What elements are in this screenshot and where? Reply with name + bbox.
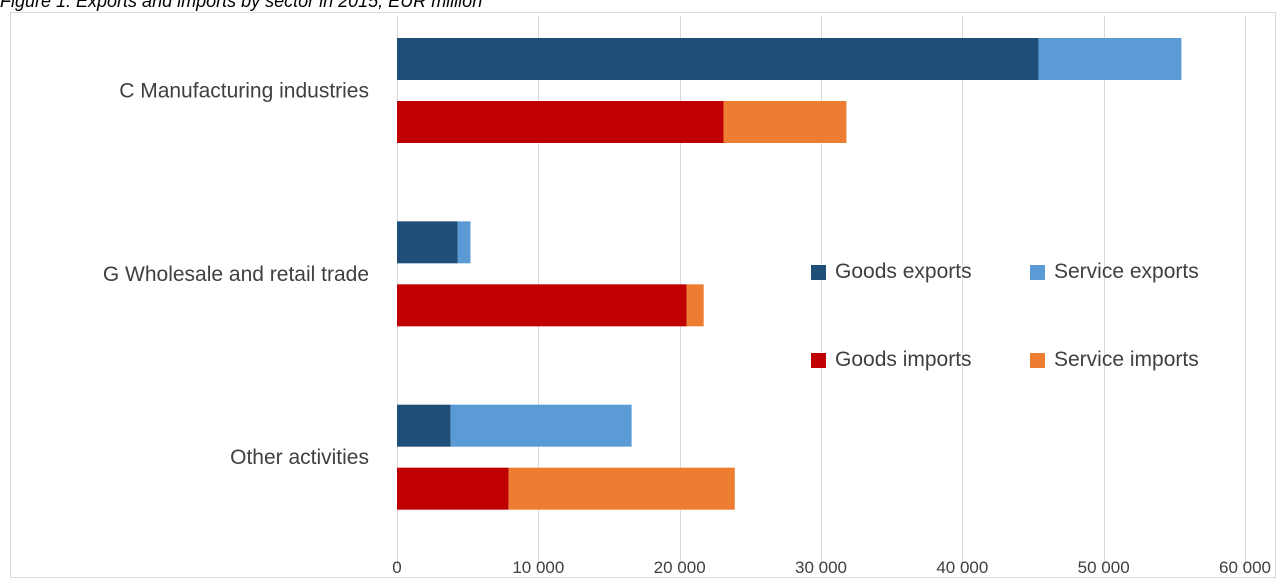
category-label: G Wholesale and retail trade	[103, 263, 369, 286]
x-tick-label: 20 000	[654, 558, 706, 577]
bar-service-exports-other-activities	[450, 404, 632, 447]
legend-swatch-service-imports	[1030, 353, 1045, 368]
bar-goods-exports-g-wholesale-and-retail-trade	[397, 221, 458, 264]
chart-frame	[10, 12, 1276, 578]
category-label: C Manufacturing industries	[119, 80, 369, 103]
legend-label-service-exports: Service exports	[1054, 260, 1199, 283]
x-tick-label: 60 000	[1219, 558, 1271, 577]
figure-caption: Figure 1. Exports and imports by sector …	[0, 0, 483, 11]
x-tick-label: 50 000	[1078, 558, 1130, 577]
bar-service-imports-other-activities	[508, 467, 735, 510]
bar-goods-exports-other-activities	[397, 404, 451, 447]
legend-label-service-imports: Service imports	[1054, 348, 1199, 371]
bar-service-imports-g-wholesale-and-retail-trade	[686, 284, 704, 327]
bar-goods-imports-c-manufacturing-industries	[397, 101, 724, 143]
legend-swatch-service-exports	[1030, 265, 1045, 280]
legend: Goods exports Service exports Goods import…	[811, 260, 1199, 371]
legend-label-goods-exports: Goods exports	[835, 260, 972, 283]
bar-service-exports-c-manufacturing-industries	[1038, 38, 1182, 80]
legend-swatch-goods-imports	[811, 353, 826, 368]
legend-swatch-goods-exports	[811, 265, 826, 280]
bar-service-exports-g-wholesale-and-retail-trade	[457, 221, 471, 264]
bar-goods-exports-c-manufacturing-industries	[397, 38, 1039, 80]
bars	[397, 38, 1182, 510]
x-tick-label: 0	[392, 558, 401, 577]
bar-service-imports-c-manufacturing-industries	[723, 101, 847, 143]
legend-label-goods-imports: Goods imports	[835, 348, 972, 371]
category-labels: C Manufacturing industries G Wholesale an…	[103, 80, 369, 470]
bar-goods-imports-g-wholesale-and-retail-trade	[397, 284, 687, 327]
bar-goods-imports-other-activities	[397, 467, 509, 510]
x-tick-label: 40 000	[936, 558, 988, 577]
x-tick-label: 10 000	[512, 558, 564, 577]
x-tick-label: 30 000	[795, 558, 847, 577]
category-label: Other activities	[230, 446, 369, 469]
x-tick-labels: 0 10 000 20 000 30 000 40 000 50 000 60 000	[392, 558, 1271, 577]
